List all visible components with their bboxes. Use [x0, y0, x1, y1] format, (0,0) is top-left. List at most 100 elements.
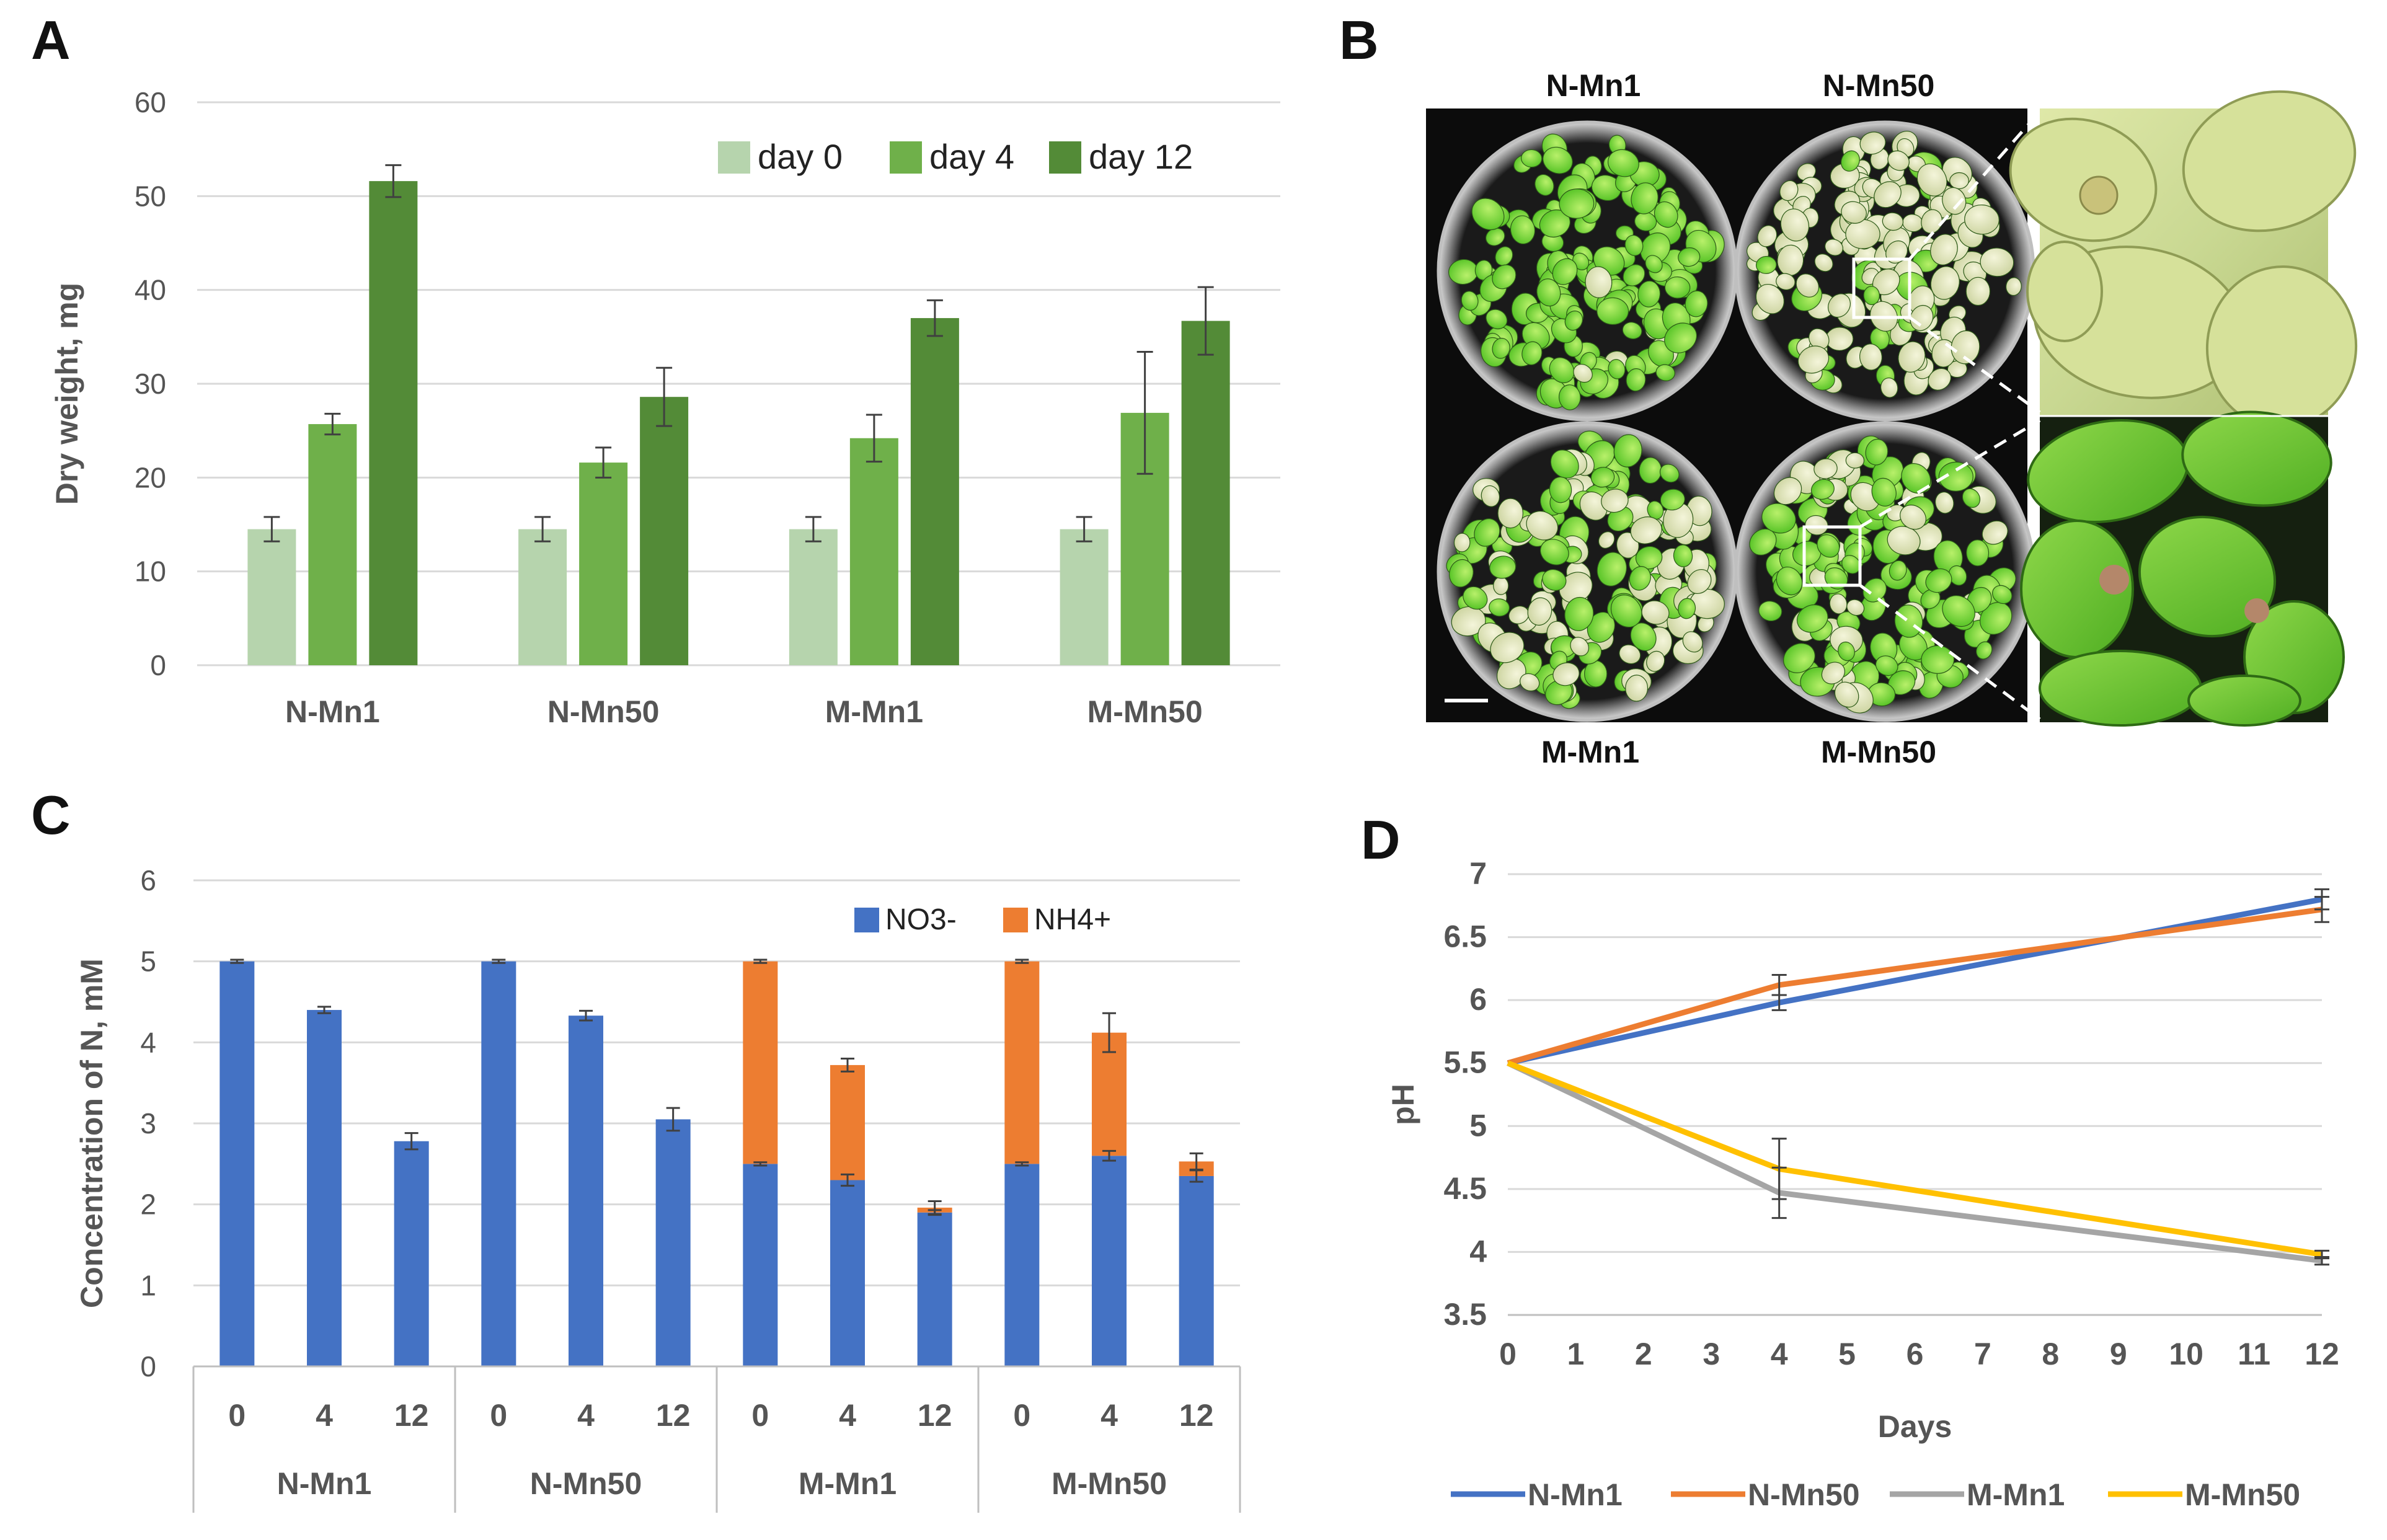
panel-d-gridlines [1508, 873, 2322, 1316]
frond [1825, 327, 1854, 351]
bar-m-mn1-day-4 [849, 438, 898, 665]
bar-m-mn50-day-0 [1060, 529, 1109, 665]
error-bar-n-mn50-day-4 [595, 446, 612, 479]
panel-d-x-axis-title: Days [1878, 1409, 1952, 1444]
frond [1916, 163, 1947, 197]
panel-d-y-axis-title: pH [1386, 1084, 1420, 1125]
frond [1631, 182, 1658, 215]
bar-nh4-m-mn50-day0 [1004, 961, 1040, 1164]
frond [1637, 280, 1661, 308]
frond [1451, 606, 1486, 637]
legend-swatch-no3 [854, 908, 879, 932]
legend-label-d-m-mn1: M-Mn1 [1967, 1477, 2065, 1512]
error-no3-n-mn1-day0 [230, 958, 244, 964]
error-bar-n-mn1-day-0 [264, 516, 280, 542]
frond [1534, 174, 1554, 196]
frond [1608, 149, 1639, 177]
error-bar-m-mn50-day-4 [1136, 351, 1153, 475]
day-label-c-m-mn1-0: 0 [751, 1398, 769, 1433]
x-tick-d-8: 8 [2042, 1337, 2059, 1371]
panel-c-gridlines [193, 879, 1240, 1368]
bar-no3-m-mn1-day4 [830, 1180, 865, 1366]
error-bar-m-mn50-day-12 [1197, 286, 1214, 356]
panel-d-letter: D [1361, 809, 1401, 870]
panel-c-legend: NO3- NH4+ [854, 903, 1111, 936]
frond [1678, 598, 1696, 619]
frond [1875, 655, 1898, 676]
frond [1966, 539, 1990, 567]
frond [1497, 498, 1523, 529]
line-m-mn1 [1507, 1060, 2323, 1264]
dish-n-mn1-fronds [1448, 133, 1725, 410]
bar-m-mn50-day-12 [1181, 321, 1230, 665]
error-nh4-m-mn1-day4 [841, 1057, 854, 1073]
legend-label-day-0: day 0 [758, 137, 843, 176]
frond [1585, 266, 1613, 298]
frond [1613, 434, 1642, 467]
x-tick-d-0: 0 [1499, 1337, 1517, 1371]
frond [1655, 364, 1675, 381]
error-m-mn50-day12 [2314, 1249, 2329, 1260]
frond [1573, 363, 1593, 383]
group-label-c-m-mn1: M-Mn1 [799, 1466, 897, 1501]
frond [1510, 215, 1536, 245]
panel-c-bars [219, 961, 1214, 1366]
frond [1641, 600, 1670, 625]
zoom-top-frond-4 [2026, 241, 2103, 342]
photo-label-m-mn1: M-Mn1 [1541, 735, 1639, 769]
error-bar-n-mn1-day-12 [385, 164, 402, 198]
x-tick-d-5: 5 [1838, 1337, 1856, 1371]
x-tick-d-1: 1 [1567, 1337, 1585, 1371]
legend-label-d-n-mn1: N-Mn1 [1528, 1477, 1623, 1512]
group-label-c-n-mn1: N-Mn1 [277, 1466, 372, 1501]
day-label-c-m-mn50-4: 4 [1100, 1398, 1118, 1433]
error-bar-m-mn1-day-0 [805, 516, 822, 542]
frond [1583, 660, 1608, 688]
day-label-c-n-mn50-0: 0 [490, 1398, 507, 1433]
frond [1521, 341, 1543, 366]
frond [1949, 172, 1969, 190]
error-nh4-m-mn50-day0 [1015, 958, 1029, 964]
frond [1471, 198, 1505, 231]
zoom-inset-top-leaves [2009, 90, 2358, 429]
day-label-c-n-mn1-12: 12 [394, 1398, 429, 1433]
panel-c-letter: C [31, 784, 71, 846]
y-tick-a-60: 60 [135, 86, 166, 118]
dish-m-mn50-fronds [1749, 435, 2016, 714]
frond [1810, 479, 1835, 500]
x-tick-d-12: 12 [2305, 1337, 2339, 1371]
frond [1493, 576, 1509, 595]
error-n-mn50-day12 [2314, 896, 2329, 923]
frond [1543, 146, 1573, 174]
frond [1840, 150, 1860, 172]
day-label-c-n-mn1-4: 4 [316, 1398, 333, 1433]
error-bar-n-mn1-day-4 [324, 412, 341, 436]
error-nh4-m-mn1-day0 [753, 958, 768, 964]
y-tick-a-0: 0 [150, 649, 166, 681]
frond [1773, 477, 1802, 505]
frond [1647, 500, 1664, 520]
frond [1901, 463, 1931, 494]
frond [1862, 578, 1887, 603]
frond [1526, 511, 1559, 541]
error-no3-m-mn1-day4 [841, 1173, 854, 1187]
bar-n-mn1-day-0 [247, 529, 296, 665]
frond [1980, 247, 2014, 277]
frond [1834, 681, 1859, 708]
frond [1814, 254, 1833, 272]
zoom-bottom-frond-3 [2138, 515, 2277, 638]
day-label-c-m-mn50-0: 0 [1013, 1398, 1030, 1433]
dish-n-mn1 [1437, 120, 1738, 422]
frond [1489, 555, 1517, 579]
y-tick-a-40: 40 [135, 274, 166, 306]
frond [1910, 304, 1934, 331]
error-bar-m-mn1-day-4 [866, 414, 882, 463]
frond [1934, 492, 1954, 514]
frond [1474, 260, 1493, 281]
error-n-mn50-day4 [1771, 974, 1787, 996]
bar-no3-m-mn1-day0 [743, 1164, 778, 1366]
legend-label-d-n-mn50: N-Mn50 [1748, 1477, 1860, 1512]
frond [1874, 181, 1902, 208]
group-label-c-n-mn50: N-Mn50 [530, 1466, 642, 1501]
frond [1550, 449, 1579, 479]
